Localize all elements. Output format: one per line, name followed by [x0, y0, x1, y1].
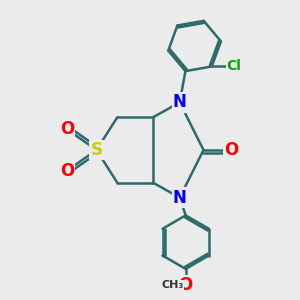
Text: O: O [178, 276, 193, 294]
Text: CH₃: CH₃ [161, 280, 183, 290]
Text: O: O [60, 162, 74, 180]
Text: O: O [60, 120, 74, 138]
Text: S: S [91, 141, 103, 159]
Text: N: N [173, 189, 187, 207]
Text: O: O [225, 141, 239, 159]
Text: Cl: Cl [226, 59, 242, 74]
Text: N: N [173, 93, 187, 111]
